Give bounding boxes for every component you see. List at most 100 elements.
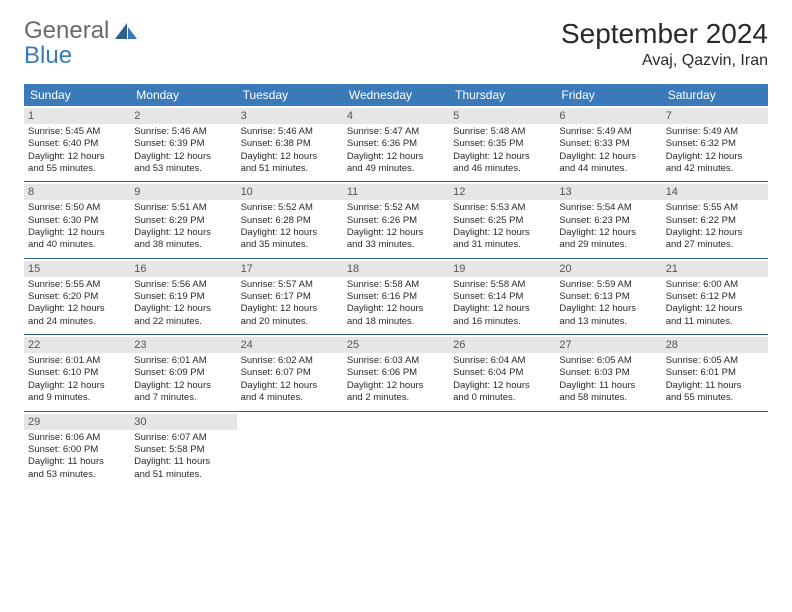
calendar-cell: 22Sunrise: 6:01 AMSunset: 6:10 PMDayligh… xyxy=(24,335,130,410)
sunset-text: Sunset: 6:12 PM xyxy=(666,291,764,303)
day-number: 5 xyxy=(449,108,555,124)
day-number: 20 xyxy=(555,261,661,277)
daylight-text: Daylight: 12 hours xyxy=(347,380,445,392)
day-header: Tuesday xyxy=(237,84,343,106)
sunset-text: Sunset: 6:16 PM xyxy=(347,291,445,303)
day-info: Sunrise: 5:48 AMSunset: 6:35 PMDaylight:… xyxy=(453,126,551,175)
logo-word-general: General xyxy=(24,17,109,44)
daylight-text: and 53 minutes. xyxy=(134,163,232,175)
day-info: Sunrise: 5:59 AMSunset: 6:13 PMDaylight:… xyxy=(559,279,657,328)
calendar-cell: 21 Sunrise: 6:00 AMSunset: 6:12 PMDayligh… xyxy=(662,259,768,334)
daylight-text: Daylight: 12 hours xyxy=(347,303,445,315)
day-info: Sunrise: 5:49 AMSunset: 6:33 PMDaylight:… xyxy=(559,126,657,175)
daylight-text: and 7 minutes. xyxy=(134,392,232,404)
sunrise-text: Sunrise: 5:57 AM xyxy=(241,279,339,291)
daylight-text: Daylight: 12 hours xyxy=(134,380,232,392)
sunrise-text: Sunrise: 6:01 AM xyxy=(28,355,126,367)
calendar-cell: 12Sunrise: 5:53 AMSunset: 6:25 PMDayligh… xyxy=(449,182,555,257)
day-number: 11 xyxy=(343,184,449,200)
calendar-cell: 20 Sunrise: 5:59 AMSunset: 6:13 PMDayligh… xyxy=(555,259,661,334)
sunrise-text: Sunrise: 6:05 AM xyxy=(559,355,657,367)
day-info: Sunrise: 5:56 AMSunset: 6:19 PMDaylight:… xyxy=(134,279,232,328)
sunrise-text: Sunrise: 6:02 AM xyxy=(241,355,339,367)
sunset-text: Sunset: 6:04 PM xyxy=(453,367,551,379)
daylight-text: Daylight: 12 hours xyxy=(347,151,445,163)
day-number: 10 xyxy=(237,184,343,200)
day-header: Thursday xyxy=(449,84,555,106)
day-number: 17 xyxy=(237,261,343,277)
daylight-text: Daylight: 12 hours xyxy=(241,151,339,163)
day-info: Sunrise: 5:55 AMSunset: 6:22 PMDaylight:… xyxy=(666,202,764,251)
sunrise-text: Sunrise: 5:50 AM xyxy=(28,202,126,214)
daylight-text: and 46 minutes. xyxy=(453,163,551,175)
sunset-text: Sunset: 6:01 PM xyxy=(666,367,764,379)
sunset-text: Sunset: 6:06 PM xyxy=(347,367,445,379)
daylight-text: Daylight: 11 hours xyxy=(666,380,764,392)
daylight-text: Daylight: 12 hours xyxy=(453,303,551,315)
daylight-text: Daylight: 12 hours xyxy=(453,380,551,392)
day-info: Sunrise: 5:46 AMSunset: 6:39 PMDaylight:… xyxy=(134,126,232,175)
day-info: Sunrise: 5:53 AMSunset: 6:25 PMDaylight:… xyxy=(453,202,551,251)
daylight-text: and 40 minutes. xyxy=(28,239,126,251)
sunrise-text: Sunrise: 6:06 AM xyxy=(28,432,126,444)
calendar-cell-empty xyxy=(555,412,661,487)
day-number: 22 xyxy=(24,337,130,353)
sunset-text: Sunset: 6:33 PM xyxy=(559,138,657,150)
daylight-text: and 44 minutes. xyxy=(559,163,657,175)
daylight-text: and 42 minutes. xyxy=(666,163,764,175)
sunrise-text: Sunrise: 6:03 AM xyxy=(347,355,445,367)
calendar-week: 8Sunrise: 5:50 AMSunset: 6:30 PMDaylight… xyxy=(24,182,768,258)
daylight-text: Daylight: 12 hours xyxy=(134,227,232,239)
daylight-text: Daylight: 12 hours xyxy=(28,303,126,315)
title-block: September 2024 Avaj, Qazvin, Iran xyxy=(561,18,768,70)
daylight-text: and 51 minutes. xyxy=(241,163,339,175)
day-number: 1 xyxy=(24,108,130,124)
calendar-cell: 14Sunrise: 5:55 AMSunset: 6:22 PMDayligh… xyxy=(662,182,768,257)
daylight-text: Daylight: 12 hours xyxy=(453,227,551,239)
daylight-text: and 22 minutes. xyxy=(134,316,232,328)
sunrise-text: Sunrise: 6:04 AM xyxy=(453,355,551,367)
daylight-text: and 53 minutes. xyxy=(28,469,126,481)
sunset-text: Sunset: 5:58 PM xyxy=(134,444,232,456)
calendar-cell: 18Sunrise: 5:58 AMSunset: 6:16 PMDayligh… xyxy=(343,259,449,334)
calendar-cell-empty xyxy=(449,412,555,487)
daylight-text: and 4 minutes. xyxy=(241,392,339,404)
sunrise-text: Sunrise: 5:55 AM xyxy=(28,279,126,291)
sunrise-text: Sunrise: 5:51 AM xyxy=(134,202,232,214)
daylight-text: Daylight: 12 hours xyxy=(559,227,657,239)
day-number: 29 xyxy=(24,414,130,430)
page-header: General Blue September 2024 Avaj, Qazvin… xyxy=(24,18,768,70)
day-number: 24 xyxy=(237,337,343,353)
day-number: 21 xyxy=(662,261,768,277)
daylight-text: and 27 minutes. xyxy=(666,239,764,251)
sunrise-text: Sunrise: 5:48 AM xyxy=(453,126,551,138)
sunset-text: Sunset: 6:39 PM xyxy=(134,138,232,150)
daylight-text: Daylight: 12 hours xyxy=(28,227,126,239)
calendar-week: 22 Sunrise: 6:01 AMSunset: 6:10 PM Dayligh… xyxy=(24,335,768,411)
calendar-cell: 3Sunrise: 5:46 AMSunset: 6:38 PMDaylight… xyxy=(237,106,343,181)
day-number: 2 xyxy=(130,108,236,124)
day-info: Sunrise: 6:00 AMSunset: 6:12 PMDaylight:… xyxy=(666,279,764,328)
day-number: 23 xyxy=(130,337,236,353)
day-number: 3 xyxy=(237,108,343,124)
daylight-text: and 2 minutes. xyxy=(347,392,445,404)
calendar-cell: 29Sunrise: 6:06 AMSunset: 6:00 PMDayligh… xyxy=(24,412,130,487)
sunset-text: Sunset: 6:40 PM xyxy=(28,138,126,150)
logo-text: General Blue xyxy=(24,18,109,68)
sunrise-text: Sunrise: 5:52 AM xyxy=(347,202,445,214)
day-info: Sunrise: 5:52 AMSunset: 6:28 PMDaylight:… xyxy=(241,202,339,251)
sunrise-text: Sunrise: 5:58 AM xyxy=(453,279,551,291)
calendar-cell-empty xyxy=(662,412,768,487)
daylight-text: Daylight: 12 hours xyxy=(134,303,232,315)
day-info: Sunrise: 6:02 AMSunset: 6:07 PMDaylight:… xyxy=(241,355,339,404)
sunrise-text: Sunrise: 5:56 AM xyxy=(134,279,232,291)
calendar-cell-empty xyxy=(343,412,449,487)
daylight-text: and 38 minutes. xyxy=(134,239,232,251)
sunrise-text: Sunrise: 5:52 AM xyxy=(241,202,339,214)
sunset-text: Sunset: 6:10 PM xyxy=(28,367,126,379)
day-header: Monday xyxy=(130,84,236,106)
sunrise-text: Sunrise: 5:49 AM xyxy=(666,126,764,138)
day-number: 8 xyxy=(24,184,130,200)
daylight-text: Daylight: 11 hours xyxy=(28,456,126,468)
daylight-text: and 0 minutes. xyxy=(453,392,551,404)
